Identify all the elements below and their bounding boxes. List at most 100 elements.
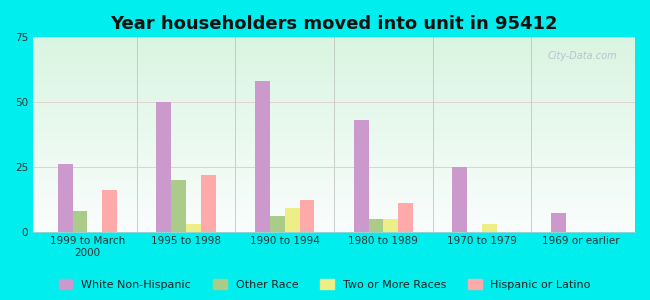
Bar xyxy=(33,205,635,206)
Bar xyxy=(33,121,635,122)
Bar xyxy=(33,200,635,201)
Bar xyxy=(33,160,635,161)
Bar xyxy=(33,87,635,88)
Bar xyxy=(33,82,635,83)
Bar xyxy=(33,190,635,191)
Bar xyxy=(186,224,201,232)
Bar xyxy=(33,140,635,141)
Bar xyxy=(58,164,73,232)
Bar xyxy=(33,84,635,85)
Bar xyxy=(33,202,635,203)
Bar xyxy=(33,124,635,125)
Bar xyxy=(33,222,635,223)
Bar xyxy=(33,126,635,127)
Bar xyxy=(33,78,635,79)
Bar xyxy=(33,149,635,150)
Bar xyxy=(354,120,369,232)
Bar xyxy=(33,150,635,151)
Bar xyxy=(33,73,635,74)
Bar xyxy=(33,171,635,172)
Bar xyxy=(33,156,635,157)
Bar xyxy=(33,59,635,60)
Bar xyxy=(33,194,635,195)
Bar xyxy=(33,210,635,211)
Bar xyxy=(33,55,635,56)
Bar xyxy=(33,151,635,152)
Bar xyxy=(33,206,635,207)
Bar xyxy=(33,39,635,40)
Bar xyxy=(33,182,635,183)
Bar xyxy=(33,146,635,147)
Bar xyxy=(33,181,635,182)
Bar xyxy=(157,102,171,232)
Bar xyxy=(398,203,413,232)
Bar xyxy=(33,49,635,50)
Bar xyxy=(33,45,635,46)
Bar xyxy=(33,93,635,94)
Bar xyxy=(33,77,635,78)
Bar xyxy=(33,173,635,174)
Bar xyxy=(33,196,635,198)
Bar xyxy=(369,219,383,232)
Bar xyxy=(33,220,635,221)
Bar xyxy=(33,187,635,188)
Bar xyxy=(33,85,635,86)
Bar xyxy=(33,61,635,63)
Bar xyxy=(33,91,635,92)
Bar xyxy=(33,97,635,98)
Bar xyxy=(33,191,635,192)
Legend: White Non-Hispanic, Other Race, Two or More Races, Hispanic or Latino: White Non-Hispanic, Other Race, Two or M… xyxy=(55,275,595,294)
Bar xyxy=(33,128,635,129)
Bar xyxy=(102,190,117,232)
Bar xyxy=(33,163,635,164)
Bar xyxy=(33,154,635,155)
Bar xyxy=(33,179,635,180)
Bar xyxy=(33,147,635,148)
Bar xyxy=(33,152,635,153)
Bar xyxy=(33,100,635,101)
Bar xyxy=(33,166,635,167)
Bar xyxy=(33,63,635,64)
Bar xyxy=(33,170,635,171)
Bar xyxy=(33,100,635,101)
Bar xyxy=(285,208,300,232)
Bar xyxy=(33,42,635,43)
Bar xyxy=(33,164,635,166)
Bar xyxy=(551,213,566,232)
Bar xyxy=(33,68,635,69)
Bar xyxy=(33,226,635,227)
Bar xyxy=(452,167,467,232)
Bar xyxy=(33,208,635,209)
Bar xyxy=(33,104,635,105)
Bar xyxy=(33,57,635,58)
Bar xyxy=(33,107,635,108)
Bar xyxy=(33,204,635,205)
Bar xyxy=(33,144,635,145)
Bar xyxy=(33,219,635,220)
Bar xyxy=(33,44,635,45)
Bar xyxy=(33,102,635,104)
Bar xyxy=(33,158,635,159)
Bar xyxy=(33,71,635,72)
Bar xyxy=(33,117,635,118)
Bar xyxy=(33,135,635,136)
Bar xyxy=(201,175,216,232)
Title: Year householders moved into unit in 95412: Year householders moved into unit in 954… xyxy=(111,15,558,33)
Bar xyxy=(33,110,635,111)
Bar xyxy=(33,88,635,89)
Bar xyxy=(33,76,635,77)
Bar xyxy=(33,218,635,219)
Bar xyxy=(33,80,635,81)
Bar xyxy=(33,212,635,213)
Bar xyxy=(33,192,635,193)
Bar xyxy=(33,103,635,104)
Bar xyxy=(33,118,635,119)
Bar xyxy=(33,216,635,217)
Bar xyxy=(33,74,635,75)
Bar xyxy=(33,75,635,76)
Bar xyxy=(33,172,635,173)
Bar xyxy=(33,167,635,168)
Bar xyxy=(33,227,635,228)
Bar xyxy=(33,224,635,225)
Bar xyxy=(33,108,635,109)
